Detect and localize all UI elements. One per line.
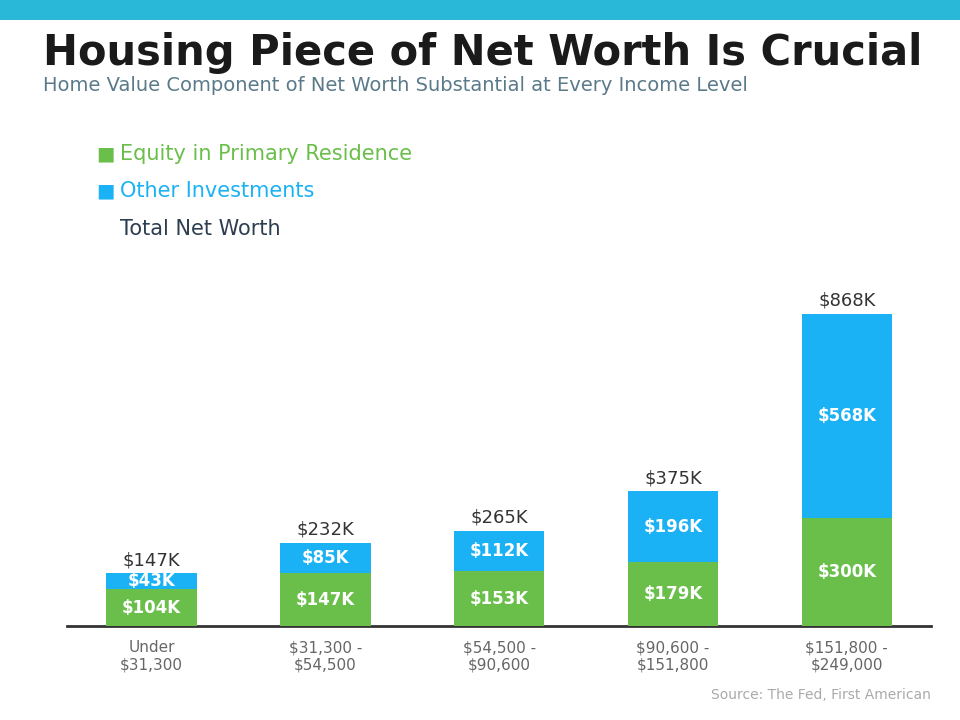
Text: $43K: $43K bbox=[128, 572, 176, 590]
Text: Housing Piece of Net Worth Is Crucial: Housing Piece of Net Worth Is Crucial bbox=[43, 32, 923, 74]
Text: Equity in Primary Residence: Equity in Primary Residence bbox=[120, 144, 412, 164]
Bar bbox=[628, 562, 718, 626]
Text: $85K: $85K bbox=[301, 549, 349, 567]
Text: $300K: $300K bbox=[817, 563, 876, 582]
Text: $153K: $153K bbox=[469, 590, 529, 608]
Text: ■: ■ bbox=[96, 181, 114, 200]
Bar bbox=[107, 573, 197, 589]
Text: $104K: $104K bbox=[122, 599, 181, 616]
Bar bbox=[454, 531, 544, 572]
Bar bbox=[107, 589, 197, 626]
Bar bbox=[454, 572, 544, 626]
Bar bbox=[802, 314, 892, 518]
Bar bbox=[280, 573, 371, 626]
Text: Home Value Component of Net Worth Substantial at Every Income Level: Home Value Component of Net Worth Substa… bbox=[43, 76, 748, 94]
Text: $232K: $232K bbox=[297, 521, 354, 539]
Bar bbox=[628, 491, 718, 562]
Text: $112K: $112K bbox=[469, 542, 529, 560]
Text: Total Net Worth: Total Net Worth bbox=[120, 219, 280, 239]
Bar bbox=[280, 543, 371, 573]
Text: $179K: $179K bbox=[643, 585, 703, 603]
Text: $568K: $568K bbox=[817, 408, 876, 425]
Text: $147K: $147K bbox=[123, 552, 180, 569]
Text: $265K: $265K bbox=[470, 508, 528, 527]
Text: ■: ■ bbox=[96, 144, 114, 163]
Text: $375K: $375K bbox=[644, 469, 702, 487]
Text: $147K: $147K bbox=[296, 591, 355, 609]
Text: $196K: $196K bbox=[643, 518, 703, 536]
Bar bbox=[802, 518, 892, 626]
Text: $868K: $868K bbox=[818, 292, 876, 310]
Text: Other Investments: Other Investments bbox=[120, 181, 314, 202]
Text: Source: The Fed, First American: Source: The Fed, First American bbox=[711, 688, 931, 702]
